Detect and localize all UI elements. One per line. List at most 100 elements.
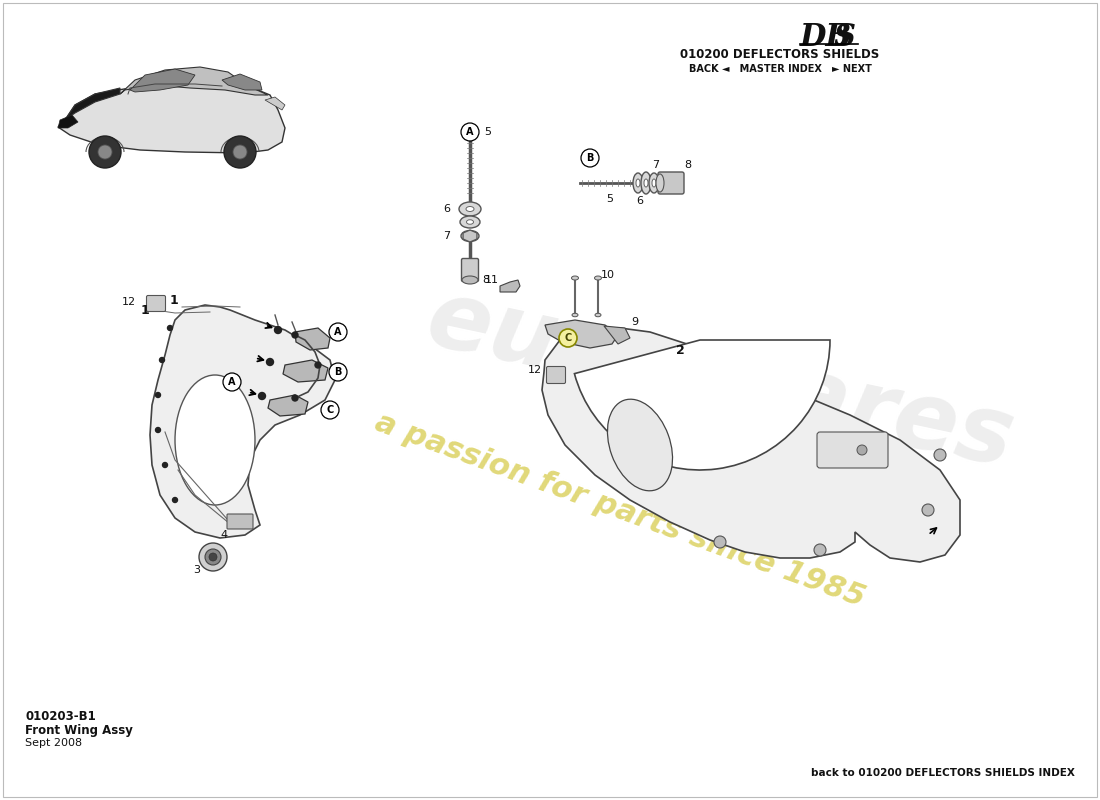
Ellipse shape <box>459 202 481 216</box>
Circle shape <box>223 373 241 391</box>
Ellipse shape <box>641 172 651 194</box>
Polygon shape <box>268 395 308 416</box>
Text: 8: 8 <box>684 160 692 170</box>
Ellipse shape <box>175 375 255 505</box>
Circle shape <box>89 136 121 168</box>
Text: 010200 DEFLECTORS SHIELDS: 010200 DEFLECTORS SHIELDS <box>681 48 880 61</box>
Polygon shape <box>150 305 336 538</box>
Polygon shape <box>295 328 330 350</box>
Text: 4: 4 <box>220 530 228 540</box>
Text: eurospares: eurospares <box>418 273 1022 487</box>
Circle shape <box>155 427 161 433</box>
Ellipse shape <box>636 179 640 187</box>
Text: 12: 12 <box>528 365 542 375</box>
FancyBboxPatch shape <box>817 432 888 468</box>
Circle shape <box>205 549 221 565</box>
Text: back to 010200 DEFLECTORS SHIELDS INDEX: back to 010200 DEFLECTORS SHIELDS INDEX <box>811 768 1075 778</box>
Polygon shape <box>463 230 477 242</box>
Circle shape <box>922 504 934 516</box>
Ellipse shape <box>466 220 473 224</box>
Circle shape <box>581 149 600 167</box>
Circle shape <box>714 536 726 548</box>
Text: 1: 1 <box>169 294 178 306</box>
Polygon shape <box>62 88 120 122</box>
Circle shape <box>315 362 321 368</box>
FancyBboxPatch shape <box>658 172 684 194</box>
Ellipse shape <box>607 399 672 490</box>
Ellipse shape <box>594 276 602 280</box>
Text: 9: 9 <box>631 317 639 327</box>
Polygon shape <box>58 115 78 128</box>
Wedge shape <box>574 340 830 470</box>
FancyBboxPatch shape <box>227 514 253 529</box>
Circle shape <box>163 462 167 467</box>
Text: 1: 1 <box>141 303 150 317</box>
Ellipse shape <box>652 179 656 187</box>
Circle shape <box>173 498 177 502</box>
Ellipse shape <box>632 173 644 193</box>
Text: B: B <box>334 367 342 377</box>
Polygon shape <box>500 280 520 292</box>
Circle shape <box>155 393 161 398</box>
Ellipse shape <box>460 216 480 228</box>
Text: 10: 10 <box>601 270 615 280</box>
Ellipse shape <box>572 276 579 280</box>
Circle shape <box>275 326 282 334</box>
Text: A: A <box>229 377 235 387</box>
Polygon shape <box>130 69 195 92</box>
Ellipse shape <box>595 314 601 317</box>
Text: BACK ◄   MASTER INDEX   ► NEXT: BACK ◄ MASTER INDEX ► NEXT <box>689 64 871 74</box>
FancyBboxPatch shape <box>462 258 478 282</box>
Circle shape <box>857 445 867 455</box>
Circle shape <box>224 136 256 168</box>
Text: Sept 2008: Sept 2008 <box>25 738 82 748</box>
Circle shape <box>934 449 946 461</box>
Polygon shape <box>544 320 618 348</box>
Polygon shape <box>265 97 285 110</box>
Text: S: S <box>834 22 856 53</box>
Text: DB: DB <box>800 22 852 53</box>
Polygon shape <box>222 74 262 90</box>
Polygon shape <box>604 326 630 344</box>
Ellipse shape <box>461 230 478 242</box>
Ellipse shape <box>656 174 664 192</box>
Circle shape <box>167 326 173 330</box>
Ellipse shape <box>644 179 648 187</box>
Text: C: C <box>327 405 333 415</box>
Circle shape <box>814 544 826 556</box>
Text: 3: 3 <box>194 565 200 575</box>
Text: Front Wing Assy: Front Wing Assy <box>25 724 133 737</box>
Text: 5: 5 <box>484 127 492 137</box>
Circle shape <box>321 401 339 419</box>
Ellipse shape <box>572 314 578 317</box>
Text: C: C <box>564 333 572 343</box>
Text: A: A <box>466 127 474 137</box>
Circle shape <box>559 329 578 347</box>
Text: 6: 6 <box>443 204 450 214</box>
Polygon shape <box>283 360 328 382</box>
Text: 7: 7 <box>652 160 660 170</box>
FancyBboxPatch shape <box>146 295 165 311</box>
Circle shape <box>461 123 478 141</box>
Polygon shape <box>542 328 960 562</box>
Circle shape <box>329 363 346 381</box>
Text: 2: 2 <box>675 343 684 357</box>
Circle shape <box>160 358 165 362</box>
Text: 8: 8 <box>483 275 490 285</box>
Circle shape <box>209 553 217 561</box>
Text: 11: 11 <box>485 275 499 285</box>
Circle shape <box>329 323 346 341</box>
Text: B: B <box>586 153 594 163</box>
Text: 5: 5 <box>606 194 614 204</box>
Ellipse shape <box>649 173 659 193</box>
Text: 010203-B1: 010203-B1 <box>25 710 96 723</box>
Circle shape <box>233 145 248 159</box>
Circle shape <box>98 145 112 159</box>
Text: A: A <box>334 327 342 337</box>
Circle shape <box>258 393 265 399</box>
Text: 7: 7 <box>443 231 450 241</box>
Circle shape <box>292 332 298 338</box>
Circle shape <box>199 543 227 571</box>
Ellipse shape <box>462 276 478 284</box>
Polygon shape <box>120 67 268 95</box>
